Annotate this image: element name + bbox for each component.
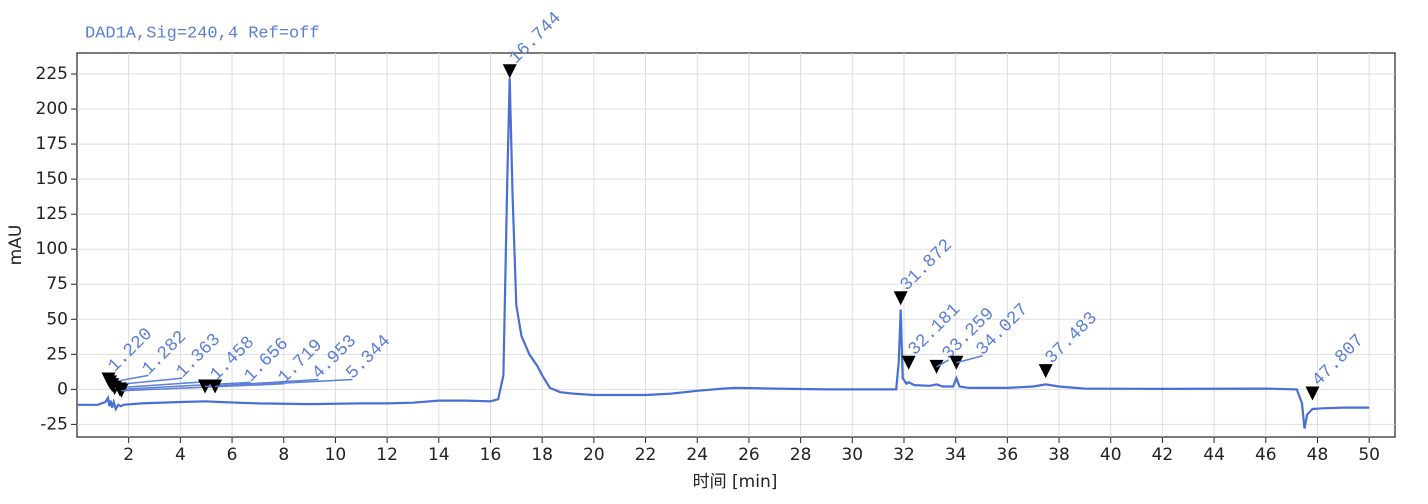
y-tick-label: 25 (46, 344, 68, 364)
peak-marker (893, 291, 908, 306)
x-tick-label: 2 (123, 445, 134, 465)
y-tick-label: -25 (40, 414, 68, 434)
x-tick-label: 38 (1048, 445, 1070, 465)
y-tick-label: 125 (36, 204, 68, 224)
x-tick-label: 28 (790, 445, 812, 465)
peak-marker (114, 383, 129, 398)
peak-marker (901, 355, 916, 370)
peak-label: 37.483 (1042, 308, 1102, 368)
y-axis-label: mAU (6, 225, 26, 266)
x-axis-label: 时间 [min] (693, 472, 778, 492)
peak-leader (956, 355, 983, 364)
x-tick-label: 34 (945, 445, 967, 465)
peak-leader (119, 381, 251, 391)
chart-title: DAD1A,Sig=240,4 Ref=off (85, 24, 320, 43)
x-tick-label: 26 (738, 445, 760, 465)
peak-marker (1305, 386, 1320, 401)
x-tick-label: 30 (841, 445, 863, 465)
y-tick-label: 75 (46, 274, 68, 294)
peak-leader (215, 378, 353, 388)
peak-leader (936, 359, 950, 368)
x-tick-label: 18 (531, 445, 553, 465)
y-tick-label: 0 (57, 379, 68, 399)
plot-frame (76, 52, 1396, 438)
peak-marker (1038, 364, 1053, 379)
signal-trace (77, 78, 1370, 429)
y-tick-label: 225 (36, 64, 68, 84)
x-tick-label: 24 (686, 445, 708, 465)
x-tick-label: 8 (278, 445, 289, 465)
x-tick-label: 20 (583, 445, 605, 465)
x-tick-label: 48 (1307, 445, 1329, 465)
x-tick-label: 36 (997, 445, 1019, 465)
x-tick-label: 40 (1100, 445, 1122, 465)
grid (77, 53, 1395, 437)
peak-label: 16.744 (506, 8, 566, 68)
peak-label: 31.872 (897, 236, 957, 296)
x-tick-label: 44 (1203, 445, 1225, 465)
y-tick-label: 175 (36, 134, 68, 154)
x-tick-label: 42 (1152, 445, 1174, 465)
x-tick-label: 10 (325, 445, 347, 465)
x-tick-label: 14 (428, 445, 450, 465)
x-tick-label: 22 (635, 445, 657, 465)
x-tick-label: 6 (227, 445, 238, 465)
peak-marker (502, 64, 517, 79)
y-tick-label: 150 (36, 169, 68, 189)
x-tick-label: 50 (1358, 445, 1380, 465)
x-tick-label: 16 (480, 445, 502, 465)
y-tick-label: 200 (36, 99, 68, 119)
y-tick-label: 100 (36, 239, 68, 259)
x-tick-label: 46 (1255, 445, 1277, 465)
x-tick-label: 12 (376, 445, 398, 465)
x-tick-label: 32 (893, 445, 915, 465)
x-tick-label: 4 (175, 445, 186, 465)
y-tick-label: 50 (46, 309, 68, 329)
